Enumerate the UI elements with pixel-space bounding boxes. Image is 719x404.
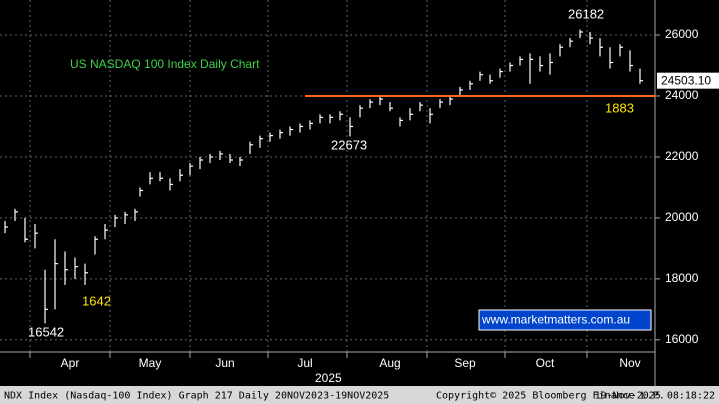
annotation: 26182 [568, 6, 604, 21]
footer-text: NDX Index (Nasdaq-100 Index) Graph 217 D… [4, 391, 389, 402]
annotation: 1642 [82, 293, 111, 308]
x-tick-label: Jun [215, 356, 234, 370]
last-price-box [657, 72, 719, 89]
x-tick-label: Jul [297, 356, 312, 370]
footer-text: 19-Nov-2025 08:18:22 [595, 391, 715, 402]
footer-text: Copyright© 2025 Bloomberg Finance L.P. [436, 391, 665, 402]
footer-bar [0, 386, 719, 404]
watermark: www.marketmatters.com.au [481, 313, 630, 327]
x-tick-label: Oct [536, 356, 555, 370]
x-tick-label: Nov [619, 356, 640, 370]
annotation: 1883 [605, 100, 634, 115]
x-tick-label: May [139, 356, 162, 370]
x-axis-year: 2025 [315, 371, 342, 385]
y-tick-label: 18000 [665, 271, 699, 285]
y-tick-label: 22000 [665, 149, 699, 163]
x-tick-label: Apr [61, 356, 80, 370]
y-tick-label: 20000 [665, 210, 699, 224]
y-tick-label: 26000 [665, 27, 699, 41]
y-tick-label: 24000 [665, 88, 699, 102]
annotation: 16542 [28, 324, 64, 339]
x-tick-label: Aug [379, 356, 400, 370]
watermark-box [478, 309, 652, 331]
last-price-label: 24503.10 [661, 73, 711, 87]
x-tick-label: Sep [454, 356, 476, 370]
annotation: 22673 [331, 137, 367, 152]
chart-title: US NASDAQ 100 Index Daily Chart [70, 57, 260, 71]
y-tick-label: 16000 [665, 332, 699, 346]
